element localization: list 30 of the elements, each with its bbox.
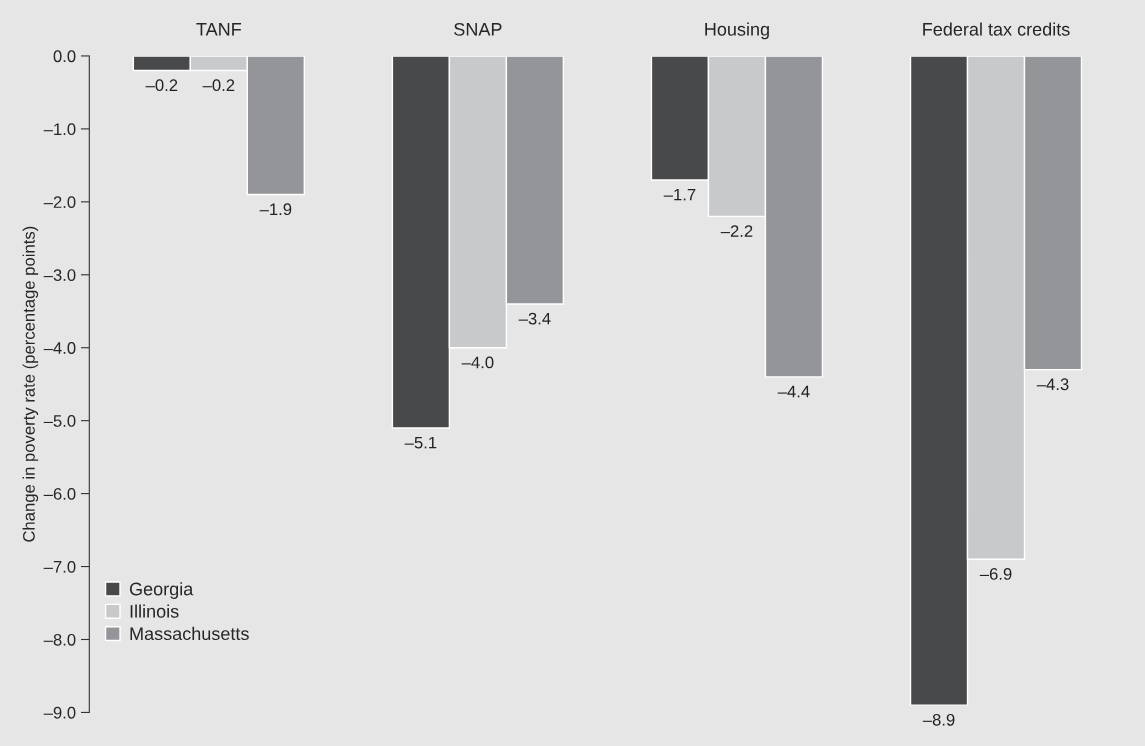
data-label: –3.4 xyxy=(518,312,551,325)
data-label: –4.4 xyxy=(777,385,810,398)
data-label: –8.9 xyxy=(922,713,955,726)
y-tick-label: –7.0 xyxy=(43,560,76,573)
y-tick-label: –3.0 xyxy=(43,269,76,281)
y-tick-label: –8.0 xyxy=(43,633,76,646)
data-label: –0.2 xyxy=(202,79,235,92)
y-tick-label: –2.0 xyxy=(43,196,76,209)
data-label: –1.7 xyxy=(663,188,696,201)
y-tick-label: –6.0 xyxy=(43,488,76,500)
legend-label: Illinois xyxy=(130,604,179,618)
data-label: –0.2 xyxy=(145,79,178,92)
data-label: –2.2 xyxy=(720,225,753,237)
y-axis-title: Change in poverty rate (percentage points) xyxy=(22,226,39,542)
legend-label: Georgia xyxy=(129,582,194,599)
y-tick-label: –9.0 xyxy=(43,706,76,719)
x-tick-label: Housing xyxy=(705,22,769,40)
data-label: –4.0 xyxy=(461,356,494,369)
y-tick-label: –1.0 xyxy=(43,123,76,136)
y-tick-label: –5.0 xyxy=(43,415,76,427)
y-tick-label: –4.0 xyxy=(43,342,76,354)
y-tick-label: 0.0 xyxy=(53,50,76,63)
data-label: –5.1 xyxy=(404,436,437,449)
data-label: –1.9 xyxy=(259,203,292,216)
data-label: –4.3 xyxy=(1036,378,1069,391)
x-tick-label: SNAP xyxy=(454,22,502,36)
data-label: –6.9 xyxy=(979,568,1012,580)
x-tick-label: TANF xyxy=(196,23,242,36)
legend-label: Massachusetts xyxy=(130,626,249,641)
x-tick-label: Federal tax credits xyxy=(923,22,1070,36)
